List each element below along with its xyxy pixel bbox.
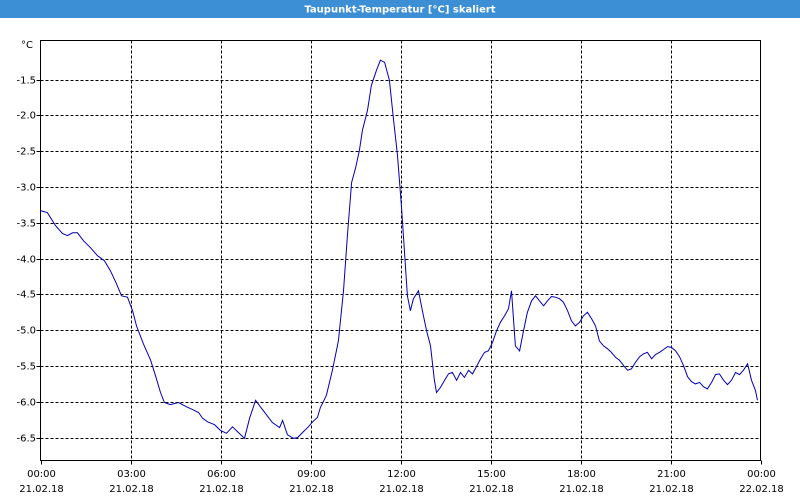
- plot-frame: [40, 40, 761, 461]
- x-tick-label: 15:00: [477, 469, 506, 480]
- y-tick-label: -2.0: [16, 111, 36, 122]
- x-tick-label: 00:00: [747, 469, 776, 480]
- chart-title: Taupunkt-Temperatur [°C] skaliert: [304, 5, 495, 16]
- x-tick-label: 03:00: [117, 469, 146, 480]
- x-tick-date: 21.02.18: [289, 484, 334, 495]
- y-tick-label: -1.5: [16, 76, 36, 87]
- y-tick-label: -2.5: [16, 147, 36, 158]
- y-tick-label: -3.0: [16, 183, 36, 194]
- x-tick-label: 18:00: [567, 469, 596, 480]
- y-tick-label: -3.5: [16, 219, 36, 230]
- x-tick-label: 09:00: [297, 469, 326, 480]
- x-tick-date: 22.02.18: [739, 484, 784, 495]
- x-tick-label: 21:00: [657, 469, 686, 480]
- y-tick-label: -6.0: [16, 398, 36, 409]
- x-tick-date: 21.02.18: [109, 484, 154, 495]
- x-tick-label: 12:00: [387, 469, 416, 480]
- x-tick-date: 21.02.18: [199, 484, 244, 495]
- y-tick-label: -4.0: [16, 255, 36, 266]
- title-bar: [0, 0, 800, 18]
- x-tick-date: 21.02.18: [469, 484, 514, 495]
- x-tick-date: 21.02.18: [649, 484, 694, 495]
- y-tick-label: -4.5: [16, 290, 36, 301]
- y-axis-label: °C: [21, 40, 33, 51]
- data-line: [40, 59, 758, 440]
- x-tick-date: 21.02.18: [19, 484, 64, 495]
- y-tick-label: -6.5: [16, 434, 36, 445]
- x-tick-date: 21.02.18: [379, 484, 424, 495]
- x-tick-date: 21.02.18: [559, 484, 604, 495]
- x-tick-label: 06:00: [207, 469, 236, 480]
- x-tick-label: 00:00: [27, 469, 56, 480]
- y-tick-label: -5.0: [16, 326, 36, 337]
- y-tick-label: -5.5: [16, 362, 36, 373]
